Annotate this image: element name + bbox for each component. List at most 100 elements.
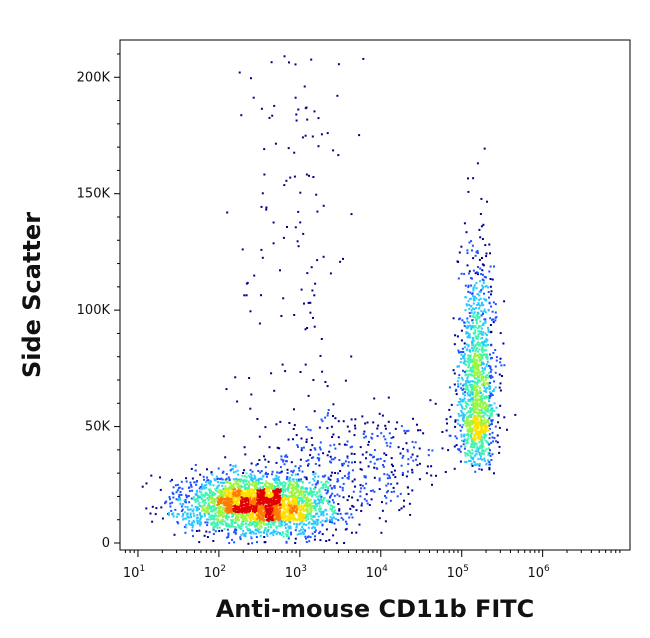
data-point bbox=[371, 432, 374, 435]
data-point bbox=[485, 407, 488, 410]
data-point bbox=[392, 486, 395, 489]
data-point bbox=[349, 507, 352, 510]
data-point bbox=[473, 361, 476, 364]
data-point bbox=[481, 401, 484, 404]
data-point bbox=[413, 446, 415, 449]
data-point bbox=[466, 428, 469, 431]
data-point bbox=[496, 441, 499, 444]
data-point bbox=[299, 465, 302, 468]
data-point bbox=[264, 490, 267, 493]
data-point bbox=[266, 535, 269, 537]
data-point bbox=[484, 439, 487, 442]
data-point bbox=[488, 424, 491, 427]
data-point bbox=[485, 396, 488, 399]
data-point bbox=[237, 473, 239, 476]
data-point bbox=[305, 441, 308, 443]
data-point bbox=[223, 520, 226, 523]
data-point bbox=[286, 476, 289, 479]
data-point bbox=[478, 451, 481, 454]
data-point bbox=[479, 320, 482, 323]
data-point bbox=[467, 344, 470, 347]
data-point bbox=[214, 522, 216, 525]
data-point bbox=[489, 278, 492, 280]
data-point bbox=[473, 308, 476, 311]
data-point bbox=[199, 513, 201, 516]
data-point bbox=[473, 428, 476, 431]
data-point bbox=[176, 489, 179, 492]
data-point bbox=[276, 510, 279, 513]
data-point bbox=[351, 469, 354, 472]
data-point bbox=[483, 425, 486, 428]
data-point bbox=[477, 354, 479, 357]
data-point bbox=[279, 533, 282, 536]
data-point bbox=[226, 494, 229, 497]
data-point bbox=[249, 497, 252, 500]
data-point bbox=[496, 434, 499, 437]
data-point bbox=[485, 448, 488, 451]
data-point bbox=[324, 474, 327, 477]
data-point bbox=[282, 460, 285, 463]
data-point bbox=[478, 420, 481, 423]
data-point bbox=[364, 422, 367, 425]
data-point bbox=[234, 488, 237, 491]
data-point bbox=[238, 491, 241, 494]
data-point bbox=[307, 503, 310, 506]
data-point bbox=[208, 518, 211, 521]
data-point bbox=[321, 524, 324, 527]
data-point bbox=[499, 332, 502, 335]
data-point bbox=[284, 482, 287, 485]
data-point bbox=[383, 452, 386, 455]
data-point bbox=[297, 108, 300, 111]
data-point bbox=[328, 539, 331, 542]
data-point bbox=[482, 372, 485, 375]
data-point bbox=[184, 498, 187, 501]
data-point bbox=[287, 147, 290, 150]
data-point bbox=[212, 518, 215, 521]
data-point bbox=[282, 510, 285, 513]
data-point bbox=[471, 442, 474, 445]
data-point bbox=[463, 370, 466, 373]
data-point bbox=[309, 513, 311, 516]
data-point bbox=[182, 512, 184, 515]
data-point bbox=[363, 430, 366, 433]
data-point bbox=[284, 455, 287, 458]
data-point bbox=[390, 471, 393, 474]
data-point bbox=[312, 505, 315, 508]
data-point bbox=[480, 337, 482, 340]
data-point bbox=[282, 236, 285, 239]
data-point bbox=[247, 542, 250, 545]
data-point bbox=[293, 522, 296, 525]
data-point bbox=[477, 266, 479, 268]
data-point bbox=[281, 491, 284, 494]
data-point bbox=[470, 389, 473, 392]
data-point bbox=[226, 522, 229, 525]
data-point bbox=[479, 297, 482, 300]
data-point bbox=[478, 410, 481, 413]
data-point bbox=[251, 482, 254, 485]
data-point bbox=[326, 427, 329, 430]
data-point bbox=[227, 532, 230, 535]
data-point bbox=[230, 519, 233, 522]
data-point bbox=[244, 522, 247, 525]
data-point bbox=[302, 514, 305, 516]
data-point bbox=[243, 496, 246, 498]
data-point bbox=[487, 454, 490, 457]
data-point bbox=[192, 512, 195, 515]
data-point bbox=[400, 425, 403, 428]
data-point bbox=[302, 508, 305, 511]
data-point bbox=[337, 420, 340, 423]
data-point bbox=[467, 449, 470, 452]
data-point bbox=[213, 498, 215, 501]
data-point bbox=[329, 455, 332, 458]
data-point bbox=[273, 104, 276, 107]
data-point bbox=[232, 525, 235, 528]
data-point bbox=[185, 480, 188, 483]
data-point bbox=[399, 452, 402, 455]
data-point bbox=[470, 431, 473, 433]
data-point bbox=[205, 492, 208, 495]
data-point bbox=[339, 470, 342, 472]
data-point bbox=[388, 432, 391, 435]
data-point bbox=[298, 469, 301, 472]
data-point bbox=[479, 455, 482, 458]
data-point bbox=[261, 494, 264, 497]
